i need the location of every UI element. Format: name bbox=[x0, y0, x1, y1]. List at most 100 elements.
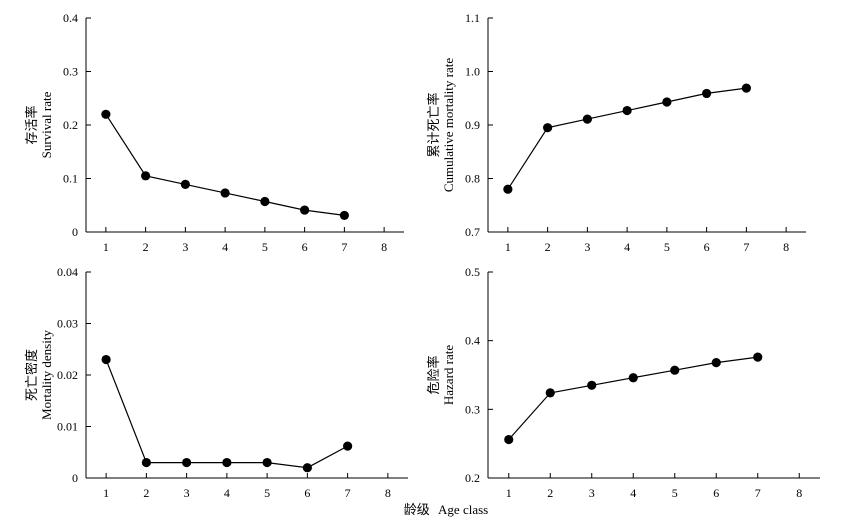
y-tick-label: 0.4 bbox=[465, 334, 480, 348]
y-axis-label-en: Hazard rate bbox=[441, 345, 456, 405]
y-tick-label: 1.0 bbox=[465, 65, 480, 79]
x-axis-label: 龄级 Age class bbox=[404, 502, 488, 517]
y-axis-label-cn: 危险率 bbox=[426, 355, 441, 394]
y-tick-label: 0.4 bbox=[63, 11, 78, 25]
series-line bbox=[105, 359, 348, 469]
x-tick-label: 3 bbox=[184, 486, 190, 500]
series-line bbox=[507, 87, 747, 190]
y-tick-label: 0 bbox=[72, 471, 78, 485]
x-tick-label: 2 bbox=[545, 240, 551, 254]
y-axis-label-en: Cumulative mortality rate bbox=[441, 58, 456, 193]
mortality-density-panel: 0 0.01 0.02 0.03 0.04 1 2 3 4 5 6 7 8 死亡密度Mortality d… bbox=[24, 265, 408, 500]
y-axis-label: 累计死亡率Cumulative mortality rate bbox=[426, 58, 456, 193]
x-tick-label: 7 bbox=[755, 486, 761, 500]
data-point bbox=[182, 457, 192, 468]
data-point bbox=[670, 365, 680, 375]
y-axis-label-en: Survival rate bbox=[39, 91, 54, 158]
x-tick-label: 6 bbox=[713, 486, 719, 500]
y-axis-label-cn: 死亡密度 bbox=[24, 349, 39, 401]
y-tick-label: 0.3 bbox=[465, 402, 480, 416]
y-tick-label: 0.5 bbox=[465, 265, 480, 279]
x-tick-label: 2 bbox=[143, 240, 149, 254]
x-tick-label: 3 bbox=[182, 240, 188, 254]
x-tick-label: 1 bbox=[103, 240, 109, 254]
y-tick-label: 0.8 bbox=[465, 172, 480, 186]
data-point bbox=[741, 83, 751, 93]
x-tick-label: 5 bbox=[264, 486, 270, 500]
x-tick-label: 2 bbox=[143, 486, 149, 500]
y-tick-label: 0 bbox=[72, 225, 78, 239]
series-line bbox=[508, 356, 758, 440]
data-point bbox=[753, 352, 763, 362]
x-tick-label: 5 bbox=[664, 240, 670, 254]
y-axis-label: 死亡密度Mortality density bbox=[24, 330, 54, 420]
y-tick-label: 0.3 bbox=[63, 65, 78, 79]
hazard-rate-panel: 0.2 0.3 0.4 0.5 1 2 3 4 5 6 7 8 危险率Hazard rate bbox=[426, 265, 820, 500]
data-point bbox=[220, 188, 230, 198]
data-point bbox=[180, 179, 190, 189]
data-point bbox=[141, 171, 151, 181]
data-point bbox=[543, 123, 553, 133]
x-tick-label: 8 bbox=[796, 486, 802, 500]
data-point bbox=[628, 373, 638, 383]
data-point bbox=[141, 457, 151, 468]
y-axis-label-en: Mortality density bbox=[39, 330, 54, 420]
x-tick-label: 5 bbox=[672, 486, 678, 500]
data-point bbox=[300, 205, 310, 215]
data-point bbox=[662, 97, 672, 107]
x-tick-label: 5 bbox=[262, 240, 268, 254]
y-tick-label: 0.03 bbox=[57, 317, 78, 331]
x-tick-label: 3 bbox=[589, 486, 595, 500]
x-tick-label: 2 bbox=[547, 486, 553, 500]
data-point bbox=[503, 184, 513, 194]
x-tick-label: 4 bbox=[224, 486, 230, 500]
x-tick-label: 1 bbox=[103, 486, 109, 500]
data-point bbox=[222, 457, 232, 468]
data-point bbox=[262, 457, 272, 468]
y-tick-label: 0.2 bbox=[63, 118, 78, 132]
x-tick-label: 6 bbox=[304, 486, 310, 500]
survival-rate-panel: 0 0.1 0.2 0.3 0.4 1 2 3 4 5 6 7 8 存活率Survival rate bbox=[24, 11, 404, 254]
data-point bbox=[302, 463, 312, 473]
y-tick-label: 0.01 bbox=[57, 420, 78, 434]
y-tick-label: 0.04 bbox=[57, 265, 78, 279]
data-point bbox=[343, 441, 353, 451]
y-axis-label: 危险率Hazard rate bbox=[426, 345, 456, 405]
y-tick-label: 0.02 bbox=[57, 368, 78, 382]
y-axis-label-cn: 累计死亡率 bbox=[426, 92, 441, 157]
x-tick-label: 4 bbox=[630, 486, 636, 500]
data-point bbox=[702, 88, 712, 99]
x-tick-label: 7 bbox=[341, 240, 347, 254]
x-tick-label: 6 bbox=[704, 240, 710, 254]
x-tick-label: 7 bbox=[345, 486, 351, 500]
y-axis-label: 存活率Survival rate bbox=[24, 91, 54, 158]
y-tick-label: 0.1 bbox=[63, 172, 78, 186]
x-tick-label: 1 bbox=[505, 240, 511, 254]
y-axis-label-cn: 存活率 bbox=[24, 105, 39, 144]
x-tick-label: 6 bbox=[302, 240, 308, 254]
series-line bbox=[105, 113, 345, 216]
x-tick-label: 3 bbox=[584, 240, 590, 254]
data-point bbox=[582, 114, 592, 124]
data-point bbox=[545, 388, 555, 398]
x-tick-label: 8 bbox=[381, 240, 387, 254]
x-tick-label: 8 bbox=[783, 240, 789, 254]
data-point bbox=[260, 196, 270, 207]
data-point bbox=[339, 210, 349, 221]
data-point bbox=[101, 109, 111, 119]
data-point bbox=[587, 380, 597, 390]
y-tick-label: 0.2 bbox=[465, 471, 480, 485]
y-tick-label: 0.7 bbox=[465, 225, 480, 239]
x-tick-label: 7 bbox=[743, 240, 749, 254]
x-tick-label: 4 bbox=[624, 240, 630, 254]
data-point bbox=[622, 105, 632, 116]
data-point bbox=[504, 434, 514, 445]
y-tick-label: 1.1 bbox=[465, 11, 480, 25]
x-tick-label: 1 bbox=[506, 486, 512, 500]
x-axis-label-en: Age class bbox=[438, 502, 488, 517]
cumulative-mortality-panel: 0.7 0.8 0.9 1.0 1.1 1 2 3 4 5 6 7 8 累计死亡率Cumulative m… bbox=[426, 11, 806, 254]
x-tick-label: 4 bbox=[222, 240, 228, 254]
data-point bbox=[101, 354, 111, 365]
x-tick-label: 8 bbox=[385, 486, 391, 500]
